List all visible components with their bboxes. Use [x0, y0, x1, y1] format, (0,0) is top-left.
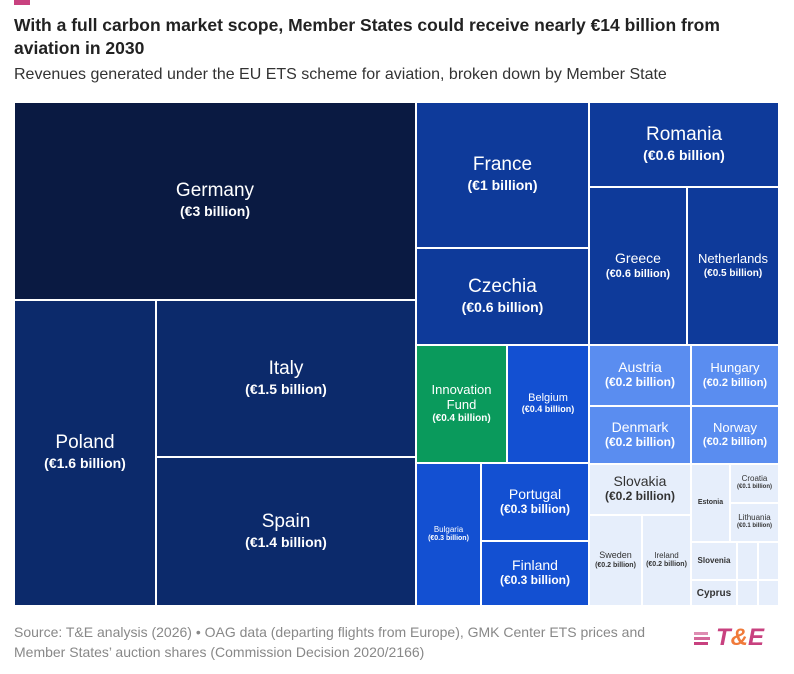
cell-name: Portugal [508, 485, 562, 502]
cell-name: Lithuania [738, 513, 771, 523]
cell-value-label: (€1.5 billion) [245, 380, 327, 397]
treemap-cell-slovenia: Slovenia [691, 542, 737, 580]
treemap-cell-denmark: Denmark (€0.2 billion) [589, 406, 691, 464]
treemap-cell-finland: Finland (€0.3 billion) [481, 541, 589, 606]
cell-name: Estonia [697, 499, 724, 507]
cell-value-label: (€1 billion) [467, 177, 538, 194]
cell-value-label: (€0.2 billion) [604, 434, 675, 449]
treemap-cell-ireland: Ireland (€0.2 billion) [642, 515, 691, 606]
treemap-cell-france: France (€1 billion) [416, 102, 589, 248]
treemap-cell-cyprus: Cyprus [691, 580, 737, 606]
cell-name: Slovenia [697, 555, 731, 565]
cell-name: Italy [268, 357, 304, 379]
cell-value-label: (€0.4 billion) [432, 412, 491, 424]
cell-name: Austria [618, 359, 662, 375]
treemap-cell-unlabeled-28 [737, 580, 758, 606]
cell-name: Germany [175, 180, 255, 202]
cell-name: France [472, 154, 533, 176]
cell-value-label: (€0.2 billion) [702, 436, 768, 448]
logo-lines-icon [694, 631, 710, 645]
cell-value-label: (€0.1 billion) [736, 523, 772, 529]
treemap-cell-netherlands: Netherlands (€0.5 billion) [687, 187, 779, 345]
cell-value-label: (€0.2 billion) [702, 376, 768, 389]
cell-value-label: (€0.2 billion) [646, 561, 687, 569]
treemap-cell-austria: Austria (€0.2 billion) [589, 345, 691, 406]
source-note: Source: T&E analysis (2026) • OAG data (… [14, 624, 646, 660]
chart-title: With a full carbon market scope, Member … [14, 15, 720, 58]
treemap-cell-italy: Italy (€1.5 billion) [156, 300, 416, 457]
cell-value-label: (€0.2 billion) [595, 561, 636, 569]
cell-value-label: (€0.3 billion) [499, 501, 570, 516]
cell-value-label: (€0.5 billion) [703, 267, 763, 279]
treemap-cell-slovakia: Slovakia (€0.2 billion) [589, 464, 691, 515]
cell-name: Denmark [611, 418, 669, 435]
chart-subtitle: Revenues generated under the EU ETS sche… [14, 66, 667, 83]
cell-name: Romania [645, 123, 723, 145]
cell-value-label: (€0.2 billion) [604, 489, 675, 504]
treemap-cell-poland: Poland (€1.6 billion) [14, 300, 156, 606]
cell-name: Cyprus [696, 587, 732, 599]
cell-value-label: (€0.4 billion) [521, 404, 575, 415]
cell-name: Poland [55, 432, 115, 454]
cell-name: Spain [261, 510, 311, 532]
cell-name: Greece [615, 250, 661, 267]
treemap-cell-belgium: Belgium (€0.4 billion) [507, 345, 589, 463]
cell-value-label: (€1.4 billion) [245, 533, 327, 550]
cell-name: Hungary [710, 360, 760, 376]
cell-name: Finland [512, 557, 558, 573]
treemap-cell-unlabeled-26 [737, 542, 758, 580]
cell-value-label: (€3 billion) [180, 203, 250, 220]
cell-value-label: (€1.6 billion) [44, 455, 126, 472]
cell-name: Belgium [528, 392, 568, 405]
te-logo: T&E [694, 624, 764, 652]
cell-value-label: (€0.6 billion) [605, 267, 671, 280]
cell-value-label: (€0.3 billion) [428, 535, 469, 543]
treemap-cell-romania: Romania (€0.6 billion) [589, 102, 779, 187]
treemap-cell-sweden: Sweden (€0.2 billion) [589, 515, 642, 606]
treemap-cell-greece: Greece (€0.6 billion) [589, 187, 687, 345]
accent-bar [14, 0, 30, 5]
treemap-cell-norway: Norway (€0.2 billion) [691, 406, 779, 464]
cell-value-label: (€0.6 billion) [461, 298, 544, 315]
treemap-cell-croatia: Croatia (€0.1 billion) [730, 464, 779, 503]
cell-name: Ireland [654, 550, 679, 560]
treemap-cell-unlabeled-29 [758, 580, 779, 606]
cell-value-label: (€0.3 billion) [499, 573, 570, 588]
cell-value-label: (€0.6 billion) [643, 146, 725, 163]
cell-name: Sweden [599, 550, 632, 560]
cell-value-label: (€0.2 billion) [604, 375, 675, 390]
treemap-cell-czechia: Czechia (€0.6 billion) [416, 248, 589, 345]
treemap-cell-spain: Spain (€1.4 billion) [156, 457, 416, 606]
cell-name: Bulgaria [433, 524, 464, 534]
cell-name: Slovakia [613, 473, 667, 489]
treemap-cell-estonia: Estonia [691, 464, 730, 542]
treemap-cell-lithuania: Lithuania (€0.1 billion) [730, 503, 779, 542]
cell-name: Netherlands [697, 251, 769, 267]
cell-name: Innovation Fund [431, 382, 492, 412]
cell-value-label: (€0.1 billion) [736, 484, 772, 490]
treemap-cell-portugal: Portugal (€0.3 billion) [481, 463, 589, 541]
cell-name: Norway [712, 419, 758, 435]
treemap-cell-bulgaria: Bulgaria (€0.3 billion) [416, 463, 481, 606]
cell-name: Czechia [468, 275, 537, 297]
treemap-cell-germany: Germany (€3 billion) [14, 102, 416, 300]
treemap-cell-hungary: Hungary (€0.2 billion) [691, 345, 779, 406]
treemap-cell-unlabeled-27 [758, 542, 779, 580]
cell-name: Croatia [741, 474, 768, 484]
treemap-cell-innovation-fund: Innovation Fund (€0.4 billion) [416, 345, 507, 463]
